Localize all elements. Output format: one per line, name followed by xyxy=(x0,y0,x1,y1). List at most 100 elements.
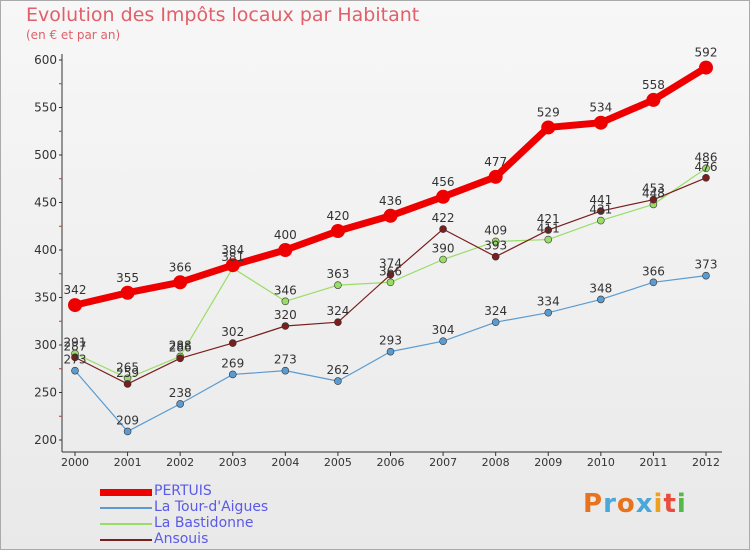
data-label-la-bastidonne-2009: 411 xyxy=(537,222,560,236)
data-point-la-bastidonne-2010 xyxy=(597,216,605,225)
data-label-la-tour-d-aigues-2002: 238 xyxy=(169,386,192,400)
x-tick-label-2006: 2006 xyxy=(377,456,405,469)
data-label-la-bastidonne-2012: 486 xyxy=(695,150,718,164)
data-point-ansouis-2006 xyxy=(386,270,395,279)
data-point-pertuis-2004 xyxy=(278,243,293,257)
x-tick-label-2003: 2003 xyxy=(219,456,247,469)
data-label-la-bastidonne-2006: 366 xyxy=(379,264,402,278)
y-tick-label-500: 500 xyxy=(34,148,57,162)
data-label-ansouis-2007: 422 xyxy=(432,211,455,225)
data-point-ansouis-2003 xyxy=(228,339,237,347)
data-label-pertuis-2010: 534 xyxy=(589,101,612,115)
data-point-pertuis-2003 xyxy=(225,258,240,273)
data-label-la-bastidonne-2002: 288 xyxy=(169,338,192,352)
data-label-la-tour-d-aigues-2006: 293 xyxy=(379,334,402,348)
data-label-ansouis-2009: 421 xyxy=(537,212,560,226)
data-point-la-bastidonne-2005 xyxy=(334,281,342,289)
y-tick-label-550: 550 xyxy=(34,101,57,115)
series-la-tour-d-aigues xyxy=(71,271,710,436)
data-point-la-tour-d-aigues-2012 xyxy=(702,271,710,280)
data-point-pertuis-2008 xyxy=(488,169,503,184)
data-point-ansouis-2000 xyxy=(71,353,79,362)
x-tick-label-2012: 2012 xyxy=(692,456,720,469)
data-label-pertuis-2002: 366 xyxy=(169,260,192,274)
data-label-la-tour-d-aigues-2012: 373 xyxy=(695,258,718,272)
data-point-la-bastidonne-2007 xyxy=(439,255,447,264)
data-label-la-tour-d-aigues-2005: 262 xyxy=(326,363,349,377)
axes: 200 250 300 350 400 450 500 550 600 2000 2001 2002 2… xyxy=(34,53,722,469)
data-label-la-tour-d-aigues-2007: 304 xyxy=(432,323,455,337)
data-label-pertuis-2000: 342 xyxy=(64,283,87,297)
x-tick-label-2001: 2001 xyxy=(114,456,142,469)
data-label-la-bastidonne-2005: 363 xyxy=(326,267,349,281)
data-label-la-tour-d-aigues-2004: 273 xyxy=(274,353,297,367)
data-point-la-tour-d-aigues-2002 xyxy=(176,400,184,408)
legend-label-pertuis: PERTUIS xyxy=(154,483,212,499)
data-point-ansouis-2005 xyxy=(334,318,342,327)
legend-swatch-pertuis xyxy=(100,488,152,496)
data-point-pertuis-2005 xyxy=(330,224,345,238)
data-label-pertuis-2006: 436 xyxy=(379,194,402,208)
data-point-pertuis-2012 xyxy=(699,60,713,75)
y-tick-label-400: 400 xyxy=(34,243,57,257)
data-label-ansouis-2002: 286 xyxy=(169,340,192,354)
data-label-ansouis-2003: 302 xyxy=(221,325,244,339)
y-tick-label-200: 200 xyxy=(34,433,57,447)
data-point-la-tour-d-aigues-2006 xyxy=(386,347,395,356)
data-label-pertuis-2009: 529 xyxy=(537,105,560,119)
x-tick-label-2002: 2002 xyxy=(166,456,194,469)
data-point-la-tour-d-aigues-2011 xyxy=(649,278,658,287)
x-tick-label-2010: 2010 xyxy=(587,456,615,469)
data-point-pertuis-2011 xyxy=(646,92,661,107)
data-label-ansouis-2001: 259 xyxy=(116,366,139,380)
y-tick-label-600: 600 xyxy=(34,53,57,67)
data-point-la-tour-d-aigues-2004 xyxy=(281,366,290,375)
data-label-pertuis-2011: 558 xyxy=(642,78,665,92)
y-tick-label-350: 350 xyxy=(34,291,57,305)
data-label-la-tour-d-aigues-2003: 269 xyxy=(221,356,244,370)
legend-label-la-bastidonne: La Bastidonne xyxy=(154,515,254,531)
legend-swatch-ansouis xyxy=(100,539,152,541)
proxiti-logo: Proxiti xyxy=(583,489,687,519)
data-label-ansouis-2004: 320 xyxy=(274,308,297,322)
x-tick-label-2009: 2009 xyxy=(534,456,562,469)
data-point-pertuis-2001 xyxy=(120,285,135,300)
data-label-pertuis-2008: 477 xyxy=(484,155,507,169)
data-label-la-bastidonne-2001: 265 xyxy=(116,360,139,374)
data-label-ansouis-2012: 476 xyxy=(695,160,718,174)
data-labels: 273 209 238 269 273 262 293 304 324 334 348 366 373 2… xyxy=(64,46,718,428)
data-point-ansouis-2004 xyxy=(281,322,290,330)
data-point-ansouis-2012 xyxy=(702,174,710,182)
data-point-ansouis-2010 xyxy=(597,207,605,215)
data-label-pertuis-2004: 400 xyxy=(274,228,297,242)
data-point-ansouis-2007 xyxy=(439,225,447,233)
data-label-la-bastidonne-2011: 448 xyxy=(642,186,665,200)
data-label-la-tour-d-aigues-2008: 324 xyxy=(484,304,507,318)
data-label-pertuis-2001: 355 xyxy=(116,271,139,285)
data-label-ansouis-2011: 453 xyxy=(642,182,665,196)
chart-subtitle: (en € et par an) xyxy=(26,28,121,42)
y-tick-label-450: 450 xyxy=(34,196,57,210)
data-label-la-tour-d-aigues-2011: 366 xyxy=(642,264,665,278)
data-point-la-tour-d-aigues-2008 xyxy=(491,318,500,327)
data-label-ansouis-2005: 324 xyxy=(326,304,349,318)
data-point-la-tour-d-aigues-2005 xyxy=(334,377,342,385)
data-point-ansouis-2001 xyxy=(123,380,132,388)
data-label-ansouis-2008: 393 xyxy=(484,239,507,253)
series-pertuis xyxy=(68,60,713,313)
data-label-pertuis-2012: 592 xyxy=(695,46,718,60)
data-label-la-bastidonne-2000: 291 xyxy=(64,336,87,350)
x-tick-label-2004: 2004 xyxy=(271,456,299,469)
data-label-la-tour-d-aigues-2001: 209 xyxy=(116,413,139,427)
data-point-ansouis-2009 xyxy=(544,226,553,234)
data-point-la-tour-d-aigues-2007 xyxy=(439,337,447,346)
x-tick-label-2011: 2011 xyxy=(639,456,667,469)
data-point-la-tour-d-aigues-2001 xyxy=(123,427,132,436)
data-label-pertuis-2005: 420 xyxy=(326,209,349,223)
data-point-ansouis-2002 xyxy=(176,354,184,363)
data-point-pertuis-2009 xyxy=(541,120,556,135)
data-point-ansouis-2008 xyxy=(491,252,500,261)
series-layer xyxy=(68,60,713,436)
data-label-la-tour-d-aigues-2010: 348 xyxy=(589,281,612,295)
